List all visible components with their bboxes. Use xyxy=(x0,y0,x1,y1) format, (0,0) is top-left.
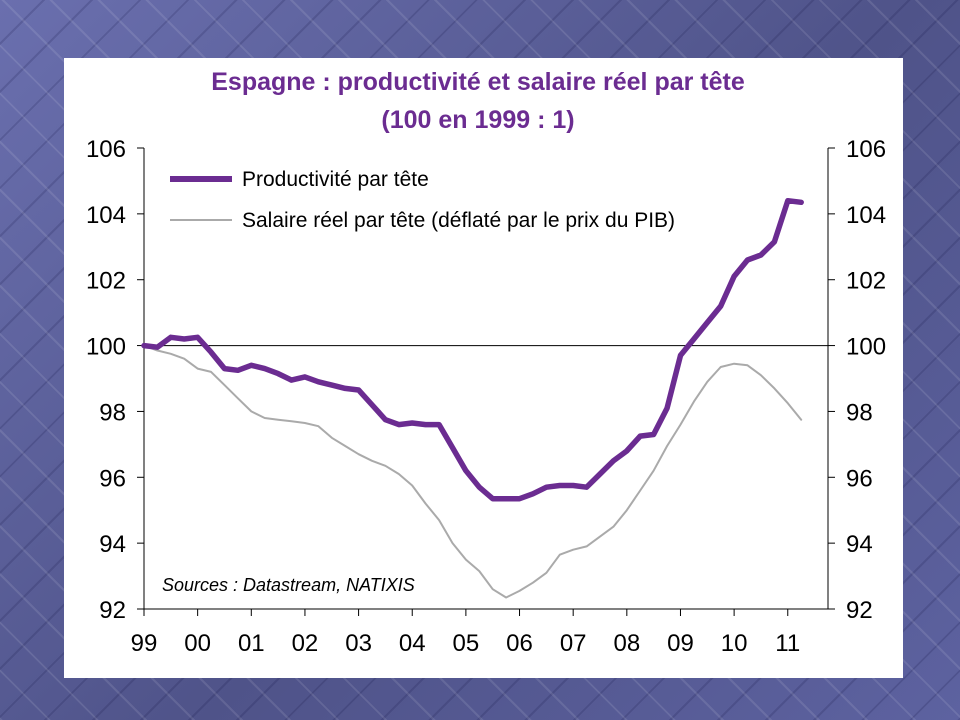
x-tick-label: 00 xyxy=(184,630,211,657)
y-tick-label-right: 96 xyxy=(846,465,873,492)
y-tick-label-left: 100 xyxy=(86,334,126,361)
y-tick-label-left: 94 xyxy=(99,531,126,558)
chart-panel: Espagne : productivité et salaire réel p… xyxy=(64,58,903,678)
y-tick-label-left: 96 xyxy=(99,465,126,492)
x-tick-label: 01 xyxy=(238,630,265,657)
y-tick-label-right: 104 xyxy=(846,202,886,229)
chart-svg: Espagne : productivité et salaire réel p… xyxy=(86,68,886,657)
chart-subtitle: (100 en 1999 : 1) xyxy=(381,106,574,134)
x-tick-label: 03 xyxy=(345,630,372,657)
x-tick-label: 11 xyxy=(775,630,800,657)
y-tick-label-left: 98 xyxy=(99,399,126,426)
x-tick-label: 09 xyxy=(667,630,694,657)
series-lines xyxy=(141,197,804,599)
series-line-productivite xyxy=(141,197,804,502)
y-tick-label-left: 104 xyxy=(86,202,126,229)
chart-title: Espagne : productivité et salaire réel p… xyxy=(211,68,745,96)
legend-label-salaire: Salaire réel par tête (déflaté par le pr… xyxy=(242,209,675,232)
y-tick-label-right: 102 xyxy=(846,268,886,295)
source-note: Sources : Datastream, NATIXIS xyxy=(162,575,415,595)
y-tick-label-left: 102 xyxy=(86,268,126,295)
x-tick-label: 06 xyxy=(506,630,533,657)
x-tick-label: 08 xyxy=(613,630,640,657)
y-tick-label-right: 106 xyxy=(846,136,886,163)
series-line-salaire xyxy=(143,344,803,599)
x-tick-label: 04 xyxy=(399,630,426,657)
y-tick-label-left: 106 xyxy=(86,136,126,163)
y-tick-label-right: 92 xyxy=(846,597,873,624)
legend: Productivité par tête Salaire réel par t… xyxy=(170,168,675,232)
y-tick-label-left: 92 xyxy=(99,597,126,624)
y-tick-label-right: 98 xyxy=(846,399,873,426)
x-tick-label: 10 xyxy=(721,630,748,657)
y-tick-label-right: 100 xyxy=(846,334,886,361)
x-tick-label: 05 xyxy=(453,630,480,657)
x-tick-label: 07 xyxy=(560,630,587,657)
y-tick-label-right: 94 xyxy=(846,531,873,558)
x-tick-label: 99 xyxy=(131,630,158,657)
x-tick-label: 02 xyxy=(292,630,319,657)
legend-label-productivite: Productivité par tête xyxy=(242,168,429,191)
